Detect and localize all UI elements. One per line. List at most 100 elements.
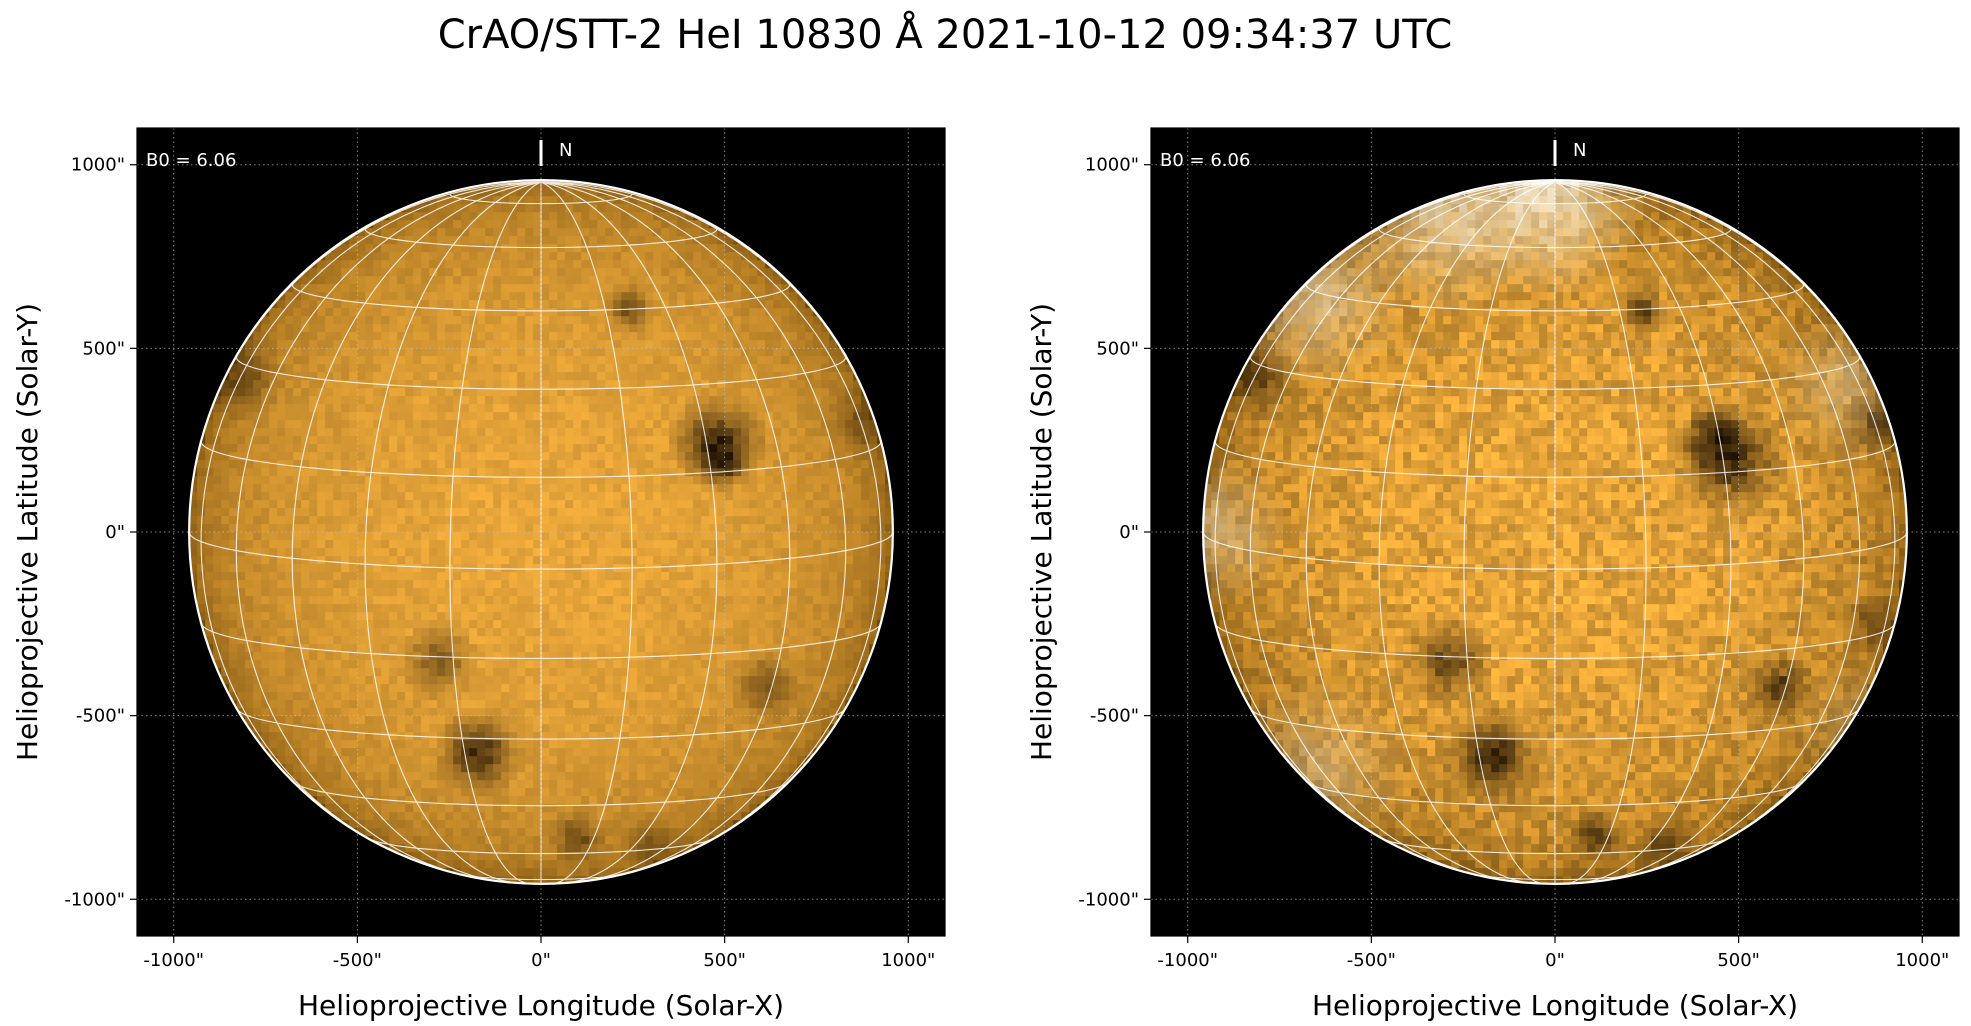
disk-pixel [693, 468, 702, 477]
disk-pixel [493, 396, 502, 405]
disk-pixel [453, 396, 462, 405]
disk-pixel [549, 708, 558, 717]
disk-pixel [509, 692, 518, 701]
disk-pixel [317, 308, 326, 317]
disk-pixel [517, 476, 526, 485]
disk-pixel [277, 532, 286, 541]
disk-pixel [477, 260, 486, 269]
disk-pixel [573, 668, 582, 677]
disk-pixel [245, 372, 254, 381]
disk-pixel [493, 340, 502, 349]
disk-pixel [589, 796, 598, 805]
disk-pixel [597, 636, 606, 645]
disk-pixel [365, 380, 374, 389]
disk-pixel [293, 308, 302, 317]
disk-pixel [213, 532, 222, 541]
disk-pixel [693, 732, 702, 741]
disk-pixel [389, 252, 398, 261]
disk-pixel [397, 668, 406, 677]
disk-pixel [525, 756, 534, 765]
disk-pixel [469, 284, 478, 293]
disk-pixel [293, 572, 302, 581]
disk-pixel [509, 452, 518, 461]
disk-pixel [493, 420, 502, 429]
disk-pixel [341, 268, 350, 277]
disk-pixel [333, 508, 342, 517]
disk-pixel [509, 532, 518, 541]
disk-pixel [189, 564, 198, 573]
disk-pixel [429, 684, 438, 693]
disk-pixel [533, 380, 542, 389]
disk-pixel [381, 244, 390, 253]
disk-pixel [613, 524, 622, 533]
disk-pixel [517, 340, 526, 349]
disk-pixel [317, 284, 326, 293]
disk-pixel [341, 708, 350, 717]
disk-pixel [645, 372, 654, 381]
disk-pixel [581, 780, 590, 789]
disk-pixel [445, 588, 454, 597]
disk-pixel [613, 756, 622, 765]
disk-pixel [477, 836, 486, 845]
disk-pixel [661, 796, 670, 805]
disk-pixel [525, 716, 534, 725]
disk-pixel [573, 524, 582, 533]
disk-pixel [285, 324, 294, 333]
disk-pixel [565, 700, 574, 709]
disk-pixel [597, 220, 606, 229]
disk-pixel [573, 300, 582, 309]
disk-pixel [421, 508, 430, 517]
disk-pixel [245, 588, 254, 597]
disk-pixel [285, 636, 294, 645]
disk-pixel [565, 204, 574, 213]
disk-pixel [197, 492, 206, 501]
disk-pixel [653, 372, 662, 381]
disk-pixel [685, 428, 694, 437]
disk-pixel [389, 772, 398, 781]
disk-pixel [653, 388, 662, 397]
disk-pixel [461, 348, 470, 357]
disk-pixel [517, 780, 526, 789]
disk-pixel [261, 500, 270, 509]
disk-pixel [685, 364, 694, 373]
disk-pixel [269, 596, 278, 605]
disk-pixel [429, 692, 438, 701]
disk-pixel [645, 468, 654, 477]
disk-pixel [597, 788, 606, 797]
disk-pixel [365, 268, 374, 277]
disk-pixel [637, 228, 646, 237]
disk-pixel [253, 340, 262, 349]
disk-pixel [645, 220, 654, 229]
disk-pixel [621, 452, 630, 461]
disk-pixel [525, 340, 534, 349]
disk-pixel [421, 756, 430, 765]
disk-pixel [613, 244, 622, 253]
disk-pixel [285, 604, 294, 613]
disk-pixel [333, 452, 342, 461]
disk-pixel [485, 340, 494, 349]
disk-pixel [629, 396, 638, 405]
disk-pixel [509, 300, 518, 309]
disk-pixel [445, 852, 454, 861]
disk-pixel [317, 660, 326, 669]
disk-pixel [437, 236, 446, 245]
disk-pixel [261, 316, 270, 325]
disk-pixel [461, 380, 470, 389]
disk-pixel [613, 204, 622, 213]
disk-pixel [277, 556, 286, 565]
disk-pixel [397, 420, 406, 429]
disk-pixel [621, 548, 630, 557]
disk-pixel [437, 540, 446, 549]
disk-pixel [509, 396, 518, 405]
disk-pixel [437, 764, 446, 773]
disk-pixel [229, 540, 238, 549]
disk-pixel [525, 308, 534, 317]
disk-pixel [301, 396, 310, 405]
disk-pixel [277, 428, 286, 437]
disk-pixel [661, 260, 670, 269]
disk-pixel [653, 540, 662, 549]
disk-pixel [493, 244, 502, 253]
disk-pixel [541, 836, 550, 845]
disk-pixel [501, 772, 510, 781]
disk-pixel [541, 444, 550, 453]
